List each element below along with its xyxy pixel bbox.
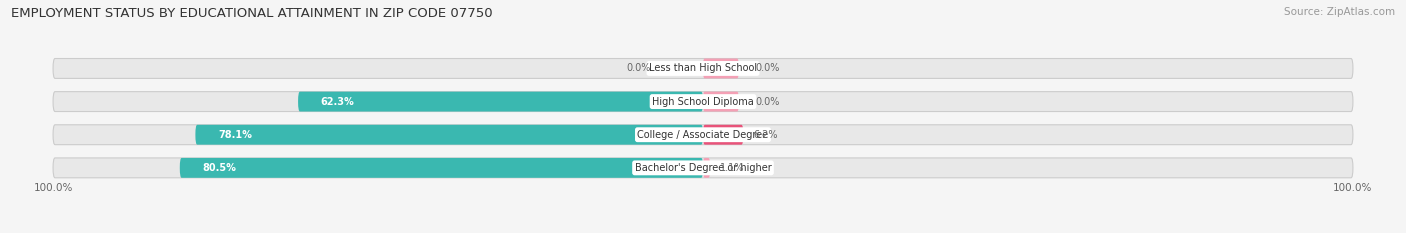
Text: Source: ZipAtlas.com: Source: ZipAtlas.com — [1284, 7, 1395, 17]
Text: 0.0%: 0.0% — [755, 63, 779, 73]
FancyBboxPatch shape — [298, 92, 703, 112]
Text: 62.3%: 62.3% — [321, 97, 354, 106]
FancyBboxPatch shape — [703, 58, 738, 78]
Text: 6.2%: 6.2% — [754, 130, 778, 140]
FancyBboxPatch shape — [53, 92, 1353, 112]
Text: 0.0%: 0.0% — [755, 97, 779, 106]
FancyBboxPatch shape — [195, 125, 703, 145]
Text: 78.1%: 78.1% — [218, 130, 252, 140]
Text: 100.0%: 100.0% — [1333, 183, 1372, 193]
Text: College / Associate Degree: College / Associate Degree — [637, 130, 769, 140]
Text: Bachelor's Degree or higher: Bachelor's Degree or higher — [634, 163, 772, 173]
FancyBboxPatch shape — [53, 125, 1353, 145]
FancyBboxPatch shape — [53, 58, 1353, 78]
Text: Less than High School: Less than High School — [650, 63, 756, 73]
Text: 100.0%: 100.0% — [34, 183, 73, 193]
FancyBboxPatch shape — [703, 125, 744, 145]
FancyBboxPatch shape — [180, 158, 703, 178]
FancyBboxPatch shape — [703, 158, 710, 178]
Text: 1.1%: 1.1% — [720, 163, 744, 173]
Text: High School Diploma: High School Diploma — [652, 97, 754, 106]
Text: 0.0%: 0.0% — [627, 63, 651, 73]
Text: EMPLOYMENT STATUS BY EDUCATIONAL ATTAINMENT IN ZIP CODE 07750: EMPLOYMENT STATUS BY EDUCATIONAL ATTAINM… — [11, 7, 494, 20]
Text: 80.5%: 80.5% — [202, 163, 236, 173]
FancyBboxPatch shape — [703, 92, 738, 112]
FancyBboxPatch shape — [53, 158, 1353, 178]
